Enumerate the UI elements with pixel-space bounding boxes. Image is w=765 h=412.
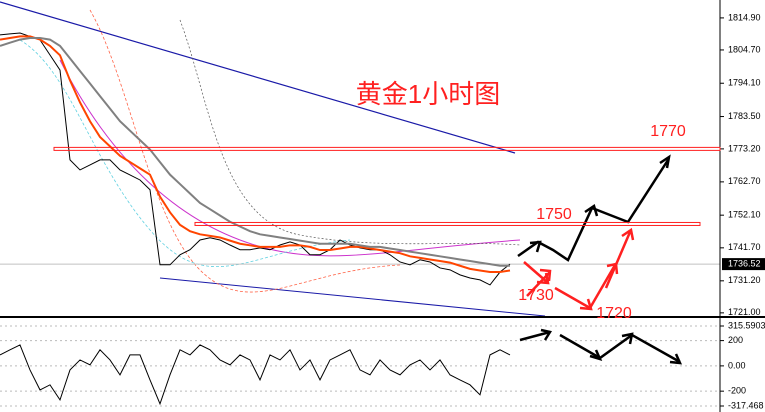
y-tick-label: 1814.90 [728,12,761,22]
y-tick-label: 1762.70 [728,176,761,186]
trend-line [0,1,516,154]
y-tick-label: 0.00 [728,360,746,370]
y-tick-label: 1721.00 [728,307,761,317]
y-tick-label: 1804.70 [728,44,761,54]
y-tick-label: -317.468 [728,400,764,410]
y-tick-label: 1773.20 [728,143,761,153]
plot-bg [0,0,720,412]
y-tick-label: -200 [728,386,746,396]
y-tick-label: 1783.50 [728,111,761,121]
chart-title: 黄金1小时图 [356,79,500,109]
last-price-box [722,258,765,271]
y-tick-label: 200 [728,335,743,345]
annotation: 1770 [650,123,686,140]
last-price-label: 1736.52 [728,258,761,268]
series-line [0,37,510,267]
series-line [0,32,511,286]
trend-line [159,277,546,317]
band-line [89,9,401,293]
series-line [0,35,511,274]
y-tick-label: 315.5903 [728,320,765,330]
y-tick-label: 1741.70 [728,242,761,252]
y-tick-label: 1794.10 [728,78,761,88]
annotation: 1750 [536,206,572,223]
annotation: 1720 [596,305,632,322]
level-line [53,146,721,151]
ma-line [59,59,521,257]
arrows [517,154,683,365]
arrows [523,227,635,311]
annotation: 1730 [518,287,554,304]
band-line [179,19,521,246]
level-line [194,221,701,226]
y-tick-label: 1752.10 [728,210,761,220]
y-tick-label: 1731.20 [728,275,761,285]
series-line [0,344,511,406]
